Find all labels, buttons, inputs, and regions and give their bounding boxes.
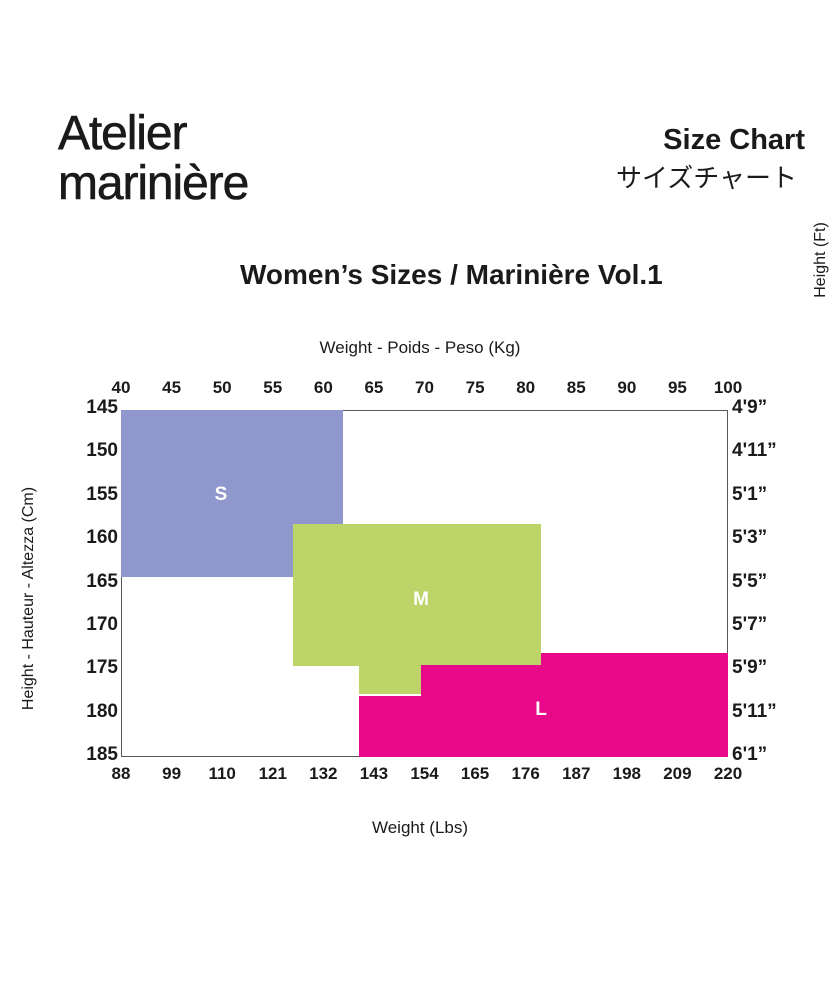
svg-text:L: L [535, 699, 547, 720]
svg-text:M: M [413, 589, 429, 610]
svg-text:S: S [215, 484, 228, 505]
